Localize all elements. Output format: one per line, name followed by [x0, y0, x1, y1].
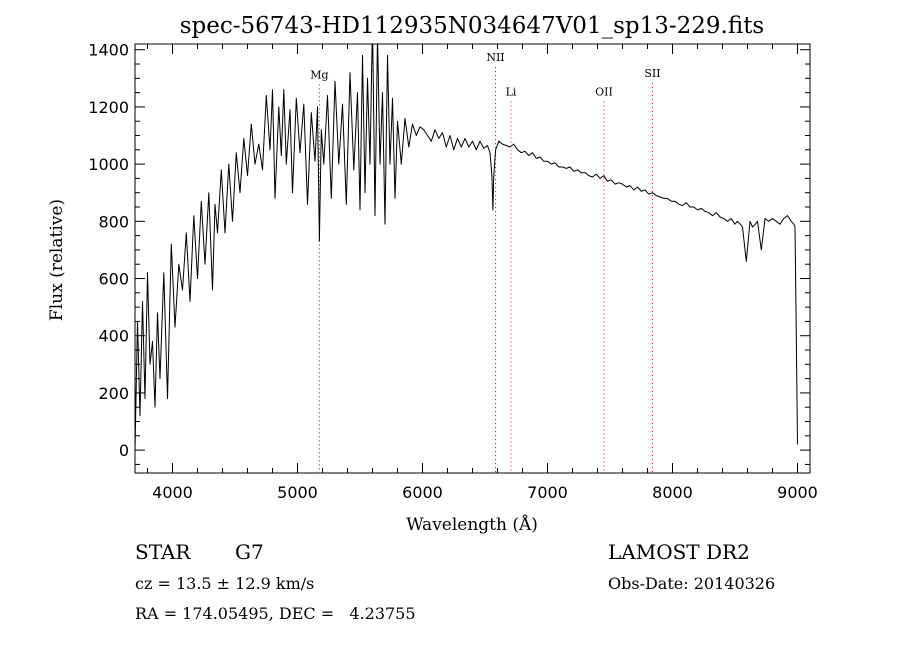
x-tick-label: 4000: [152, 483, 193, 502]
marker-label-li: Li: [506, 85, 517, 98]
x-axis-label: Wavelength (Å): [406, 514, 538, 535]
object-class: STAR: [135, 540, 191, 564]
x-tick-label: 5000: [277, 483, 318, 502]
redshift-value: cz = 13.5 ± 12.9 km/s: [135, 574, 315, 593]
y-axis-label: Flux (relative): [47, 199, 67, 321]
y-tick-label: 1200: [88, 98, 129, 117]
survey-name: LAMOST DR2: [608, 540, 750, 564]
y-tick-label: 600: [98, 270, 129, 289]
marker-label-nii: NII: [486, 51, 504, 64]
y-tick-label: 200: [98, 384, 129, 403]
y-tick-label: 1400: [88, 41, 129, 60]
marker-label-sii: SII: [644, 67, 660, 80]
marker-label-mg: Mg: [310, 68, 328, 81]
y-tick-label: 1000: [88, 155, 129, 174]
spectrum-line-0: [135, 44, 798, 451]
chart-title: spec-56743-HD112935N034647V01_sp13-229.f…: [180, 13, 765, 39]
marker-label-oii: OII: [595, 85, 613, 98]
spectral-line-markers: Mg NII Li OII SII: [310, 51, 661, 473]
spectrum-series: [135, 44, 798, 451]
x-tick-label: 8000: [652, 483, 693, 502]
plot-frame: [134, 43, 811, 474]
observation-date: Obs-Date: 20140326: [608, 574, 776, 593]
x-tick-label: 7000: [527, 483, 568, 502]
y-tick-label: 0: [119, 441, 129, 460]
x-tick-label: 6000: [402, 483, 443, 502]
y-tick-label: 400: [98, 327, 129, 346]
object-subclass: G7: [235, 540, 264, 564]
coordinates: RA = 174.05495, DEC = 4.23755: [135, 604, 416, 623]
y-tick-label: 800: [98, 212, 129, 231]
x-tick-label: 9000: [777, 483, 818, 502]
plot-axes: 4000 5000 6000 7000 8000 9000 0 200 400 600 800 100…: [88, 41, 818, 502]
